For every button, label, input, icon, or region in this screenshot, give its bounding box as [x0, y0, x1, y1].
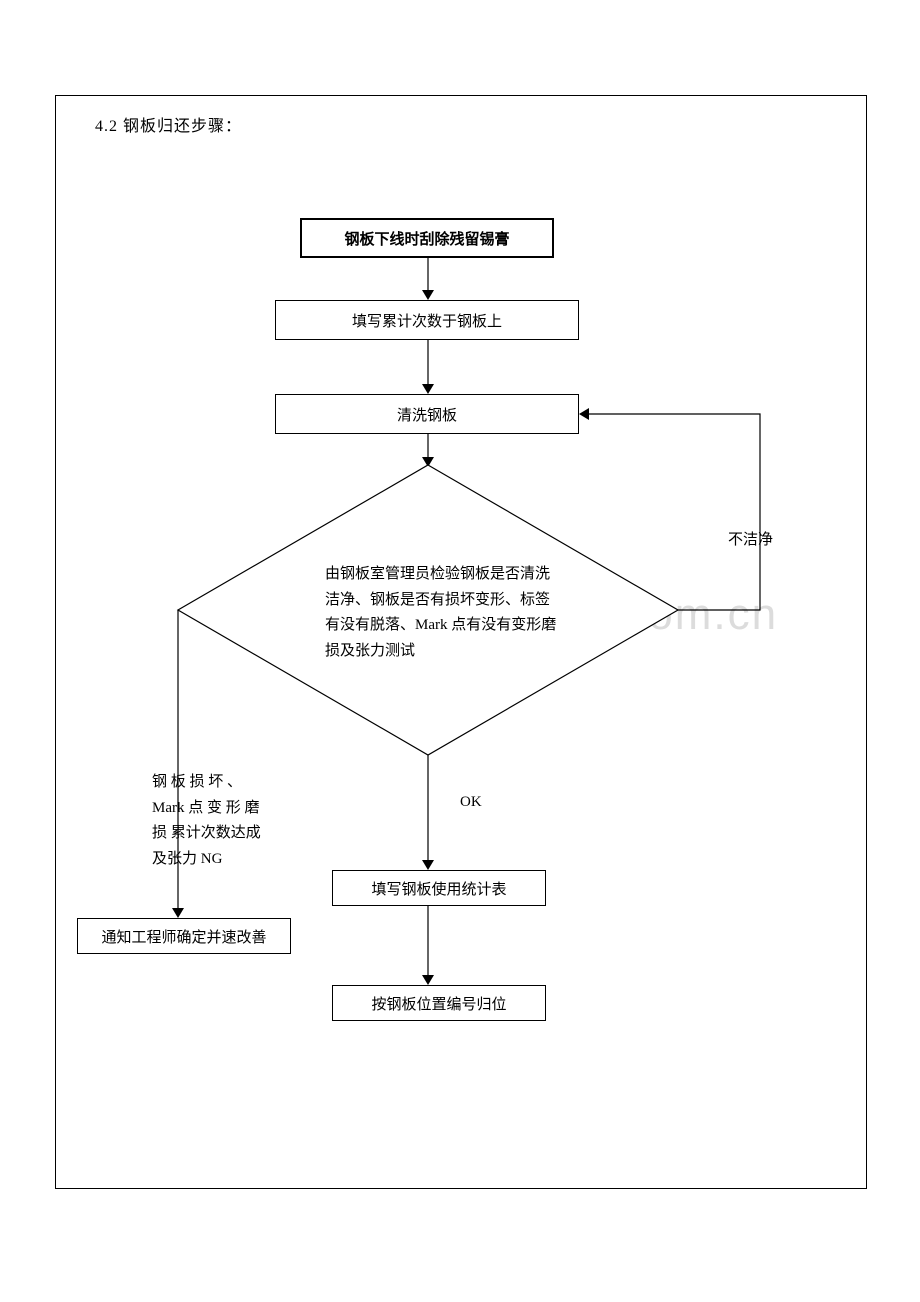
node-record-count: 填写累计次数于钢板上 [275, 300, 579, 340]
decision-text: 由钢板室管理员检验钢板是否清洗洁净、钢板是否有损坏变形、标签有没有脱落、Mark… [325, 562, 563, 664]
ng-line-1: 钢 板 损 坏 、 [152, 770, 302, 796]
node-return-by-position: 按钢板位置编号归位 [332, 985, 546, 1021]
node-fill-usage-sheet: 填写钢板使用统计表 [332, 870, 546, 906]
label-ok: OK [460, 790, 482, 816]
ng-line-4: 及张力 NG [152, 847, 302, 873]
ng-line-3: 损 累计次数达成 [152, 821, 302, 847]
node-notify-engineer: 通知工程师确定并速改善 [77, 918, 291, 954]
node-clean-plate: 清洗钢板 [275, 394, 579, 434]
ng-line-2: Mark 点 变 形 磨 [152, 796, 302, 822]
page-root: 4.2 钢板归还步骤： www.z .com.cn 钢板下线时刮除残留锡膏 填写… [0, 0, 920, 1302]
node-scrape-paste: 钢板下线时刮除残留锡膏 [300, 218, 554, 258]
label-ng-block: 钢 板 损 坏 、 Mark 点 变 形 磨 损 累计次数达成 及张力 NG [152, 770, 302, 872]
label-not-clean: 不洁净 [728, 528, 773, 554]
